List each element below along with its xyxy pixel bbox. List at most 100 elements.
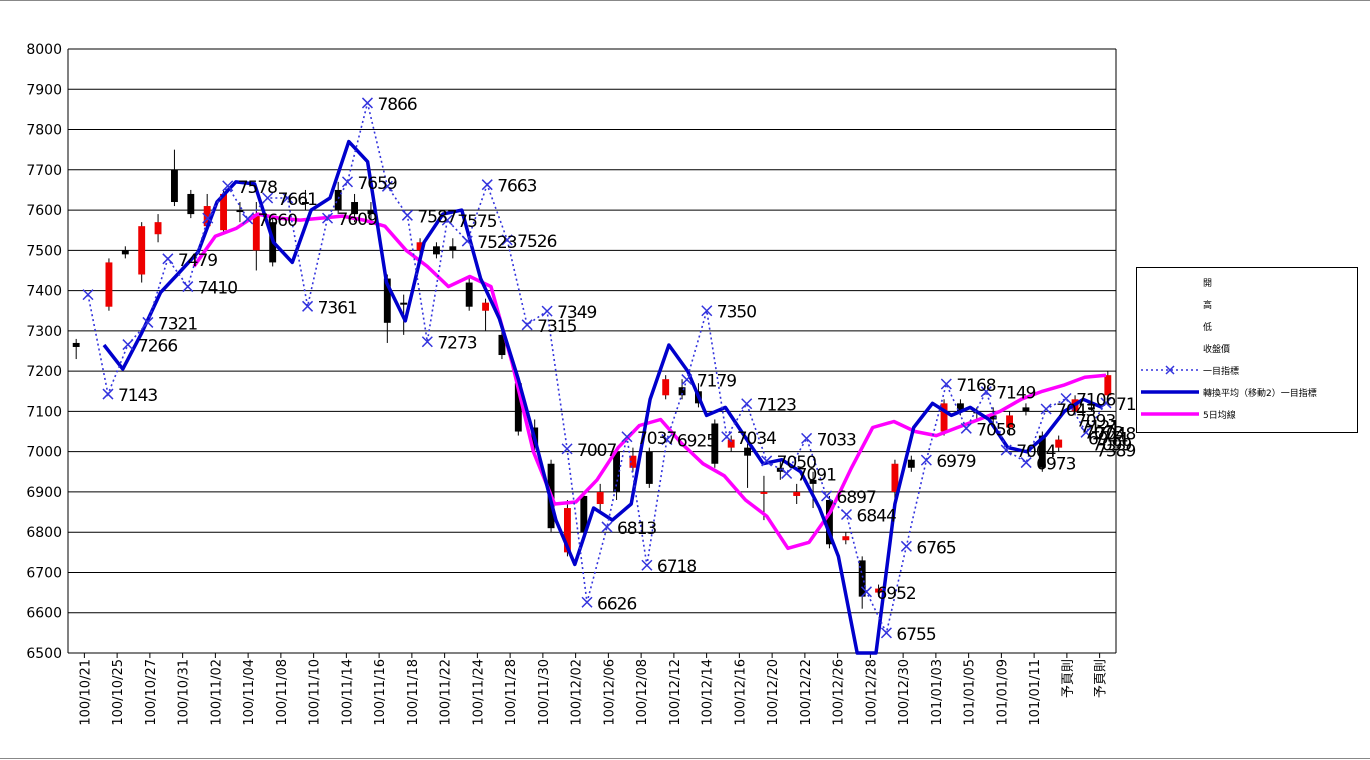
index-marker bbox=[481, 179, 493, 191]
candle-body bbox=[449, 246, 457, 251]
index-marker bbox=[282, 192, 294, 204]
candle-body bbox=[465, 282, 473, 307]
candle-body bbox=[498, 334, 506, 356]
candle-body bbox=[989, 415, 997, 420]
index-point-label: 7179 bbox=[697, 372, 736, 392]
index-point-label: 6765 bbox=[916, 538, 955, 558]
candle-body bbox=[383, 278, 391, 323]
y-tick-label: 7800 bbox=[26, 123, 62, 139]
x-tick-label: 100/12/16 bbox=[733, 659, 748, 726]
conversion-line-path bbox=[102, 139, 1103, 655]
index-point-label: 7034 bbox=[737, 429, 776, 449]
index-point-label: 7321 bbox=[158, 314, 197, 334]
index-marker bbox=[741, 398, 753, 410]
index-point-label: 7575 bbox=[457, 212, 496, 232]
candle-body bbox=[203, 206, 211, 227]
index-marker bbox=[182, 281, 194, 293]
index-point-label: 7121 bbox=[1080, 417, 1119, 437]
candle-body bbox=[613, 451, 621, 492]
index-marker bbox=[461, 235, 473, 247]
index-marker bbox=[940, 378, 952, 390]
x-tick-label: 100/12/26 bbox=[832, 659, 847, 726]
index-point-label: 7106 bbox=[1076, 391, 1115, 411]
candle-body bbox=[154, 222, 162, 235]
legend-label: 5日均線 bbox=[1203, 409, 1236, 421]
index-point-label: 7587 bbox=[417, 207, 456, 227]
y-tick-label: 7600 bbox=[26, 203, 62, 219]
index-marker bbox=[341, 176, 354, 188]
candle-body bbox=[121, 250, 129, 255]
index-point-label: 6944 bbox=[1088, 429, 1127, 449]
index-point-label: 7266 bbox=[138, 337, 177, 357]
index-marker bbox=[1060, 392, 1072, 405]
x-tick-label: 100/10/25 bbox=[111, 659, 126, 726]
x-tick-label: 100/11/22 bbox=[439, 659, 454, 726]
index-marker bbox=[242, 213, 254, 225]
candle-body bbox=[514, 383, 522, 432]
candle-body bbox=[1038, 435, 1046, 468]
x-tick-label: 100/12/08 bbox=[635, 659, 650, 726]
candle-body bbox=[1055, 439, 1063, 448]
index-point-label: 6718 bbox=[657, 557, 696, 577]
index-point-label: 6755 bbox=[896, 625, 935, 645]
x-tick-label: 予頁則 bbox=[1061, 659, 1076, 698]
index-point-label: 7007 bbox=[577, 441, 616, 461]
x-tick-label: 100/10/21 bbox=[78, 659, 93, 726]
legend-label: 低 bbox=[1203, 321, 1212, 333]
candle-body bbox=[580, 495, 588, 533]
index-point-label: 7526 bbox=[517, 232, 556, 252]
index-marker bbox=[401, 209, 413, 221]
index-marker bbox=[900, 540, 912, 552]
index-marker bbox=[960, 422, 972, 434]
candle-body bbox=[72, 342, 80, 347]
index-point-label: 7168 bbox=[956, 376, 995, 396]
index-marker bbox=[541, 305, 553, 317]
candle-body bbox=[956, 403, 964, 412]
x-tick-label: 100/11/18 bbox=[406, 659, 421, 726]
index-marker bbox=[661, 434, 673, 446]
index-marker bbox=[162, 253, 174, 265]
y-tick-label: 6700 bbox=[26, 565, 62, 581]
x-tick-label: 100/12/02 bbox=[570, 659, 585, 726]
index-point-label: 7410 bbox=[198, 279, 237, 299]
index-marker bbox=[860, 586, 873, 598]
index-point-label: 7660 bbox=[258, 211, 297, 231]
y-tick-label: 6900 bbox=[26, 485, 62, 501]
candle-body bbox=[891, 463, 899, 492]
index-point-label: 7058 bbox=[976, 420, 1015, 440]
legend-label: 轉換平均（移動2）一目指標 bbox=[1203, 387, 1317, 399]
x-tick-label: 101/01/09 bbox=[995, 659, 1010, 726]
x-tick-label: 100/12/20 bbox=[766, 659, 781, 726]
index-point-label: 7273 bbox=[437, 334, 476, 354]
candle-body bbox=[875, 588, 883, 593]
x-axis-tick-labels: 100/10/21 100/10/25 100/10/27 100/10/31 100/… bbox=[78, 653, 1109, 726]
index-marker bbox=[701, 305, 713, 317]
index-marker bbox=[781, 467, 793, 479]
y-tick-label: 7400 bbox=[26, 284, 62, 300]
index-marker bbox=[381, 180, 393, 192]
candle-body bbox=[662, 379, 670, 396]
candle-body bbox=[629, 455, 637, 468]
index-point-label: 7523 bbox=[477, 233, 516, 253]
legend-label: 一目指標 bbox=[1203, 365, 1239, 377]
candle-body bbox=[351, 202, 359, 215]
index-point-label: 6844 bbox=[857, 506, 896, 526]
x-tick-label: 100/12/06 bbox=[602, 659, 617, 726]
index-point-label: 7048 bbox=[1096, 424, 1135, 444]
y-tick-label: 7500 bbox=[26, 243, 62, 259]
index-marker bbox=[1020, 457, 1032, 469]
index-marker bbox=[102, 388, 114, 400]
index-point-label: 7361 bbox=[318, 298, 357, 318]
candle-body bbox=[1104, 375, 1112, 396]
index-marker bbox=[501, 234, 513, 246]
index-point-label: 7093 bbox=[1076, 411, 1115, 431]
x-tick-label: 101/01/03 bbox=[930, 659, 945, 726]
y-tick-label: 6600 bbox=[26, 606, 62, 622]
index-marker bbox=[801, 432, 813, 444]
x-tick-label: 100/12/28 bbox=[864, 659, 879, 726]
index-point-label: 7033 bbox=[817, 430, 856, 450]
candle-body bbox=[645, 451, 653, 484]
index-point-label: 6626 bbox=[597, 594, 636, 614]
candle-body bbox=[907, 459, 915, 468]
candle-body bbox=[563, 508, 571, 553]
